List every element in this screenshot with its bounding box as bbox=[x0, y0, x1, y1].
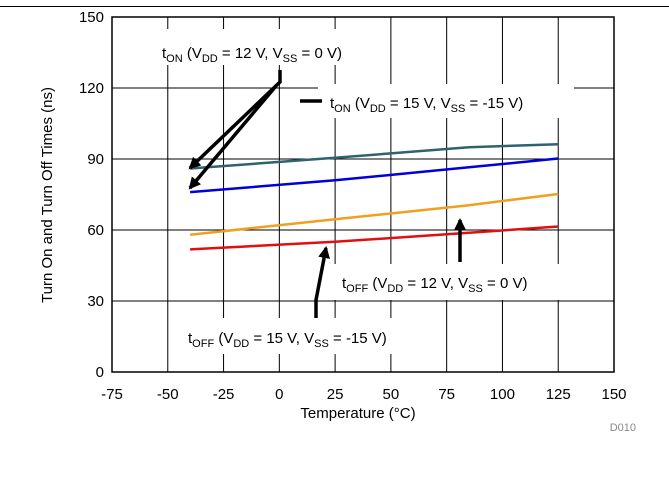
x-tick-label: 75 bbox=[438, 386, 455, 403]
ann-toff-15: tOFF (VDD = 15 V, VSS = -15 V) bbox=[188, 330, 387, 350]
tick-layer: -75 -50 -25 0 25 50 75 100 125 150 0 30 60 90 120 150 bbox=[79, 9, 627, 403]
x-tick-label: 150 bbox=[601, 386, 626, 403]
series-line-ton-15 bbox=[189, 157, 559, 194]
y-tick-label: 60 bbox=[87, 222, 104, 239]
y-tick-label: 120 bbox=[79, 80, 104, 97]
x-tick-label: 50 bbox=[383, 386, 400, 403]
y-tick-label: 90 bbox=[87, 151, 104, 168]
x-tick-label: 100 bbox=[490, 386, 515, 403]
ann-box-toff-12 bbox=[318, 264, 576, 300]
series-line-toff-12 bbox=[189, 192, 559, 236]
ann-ton-12: tON (VDD = 12 V, VSS = 0 V) bbox=[162, 45, 342, 65]
x-tick-label: -75 bbox=[101, 386, 123, 403]
x-axis-title: Temperature (°C) bbox=[300, 405, 415, 422]
x-tick-label: 125 bbox=[546, 386, 571, 403]
arrow-toff-15 bbox=[314, 246, 331, 318]
ann-toff-12: tOFF (VDD = 12 V, VSS = 0 V) bbox=[342, 275, 527, 295]
y-tick-label: 150 bbox=[79, 9, 104, 26]
figure-code: D010 bbox=[610, 422, 636, 434]
series-line-ton-12 bbox=[190, 143, 559, 170]
top-rule bbox=[0, 6, 669, 7]
ann-box-toff-15 bbox=[178, 318, 438, 354]
x-tick-label: -50 bbox=[157, 386, 179, 403]
x-tick-label: -25 bbox=[213, 386, 235, 403]
arrow-ton-12-a bbox=[188, 70, 282, 170]
arrow-ton-12-b bbox=[188, 84, 278, 190]
ann-ton-15: tON (VDD = 15 V, VSS = -15 V) bbox=[330, 95, 523, 115]
plot-frame bbox=[111, 16, 615, 373]
x-tick-label: 0 bbox=[275, 386, 283, 403]
y-tick-label: 0 bbox=[96, 364, 104, 381]
y-axis-title: Turn On and Turn Off Times (ns) bbox=[39, 87, 56, 303]
x-tick-label: 25 bbox=[327, 386, 344, 403]
ann-box-ton-15 bbox=[318, 84, 574, 118]
series-layer bbox=[189, 143, 559, 251]
ann-box-ton-12 bbox=[140, 29, 372, 65]
series-line-toff-15 bbox=[190, 225, 559, 251]
y-tick-label: 30 bbox=[87, 293, 104, 310]
